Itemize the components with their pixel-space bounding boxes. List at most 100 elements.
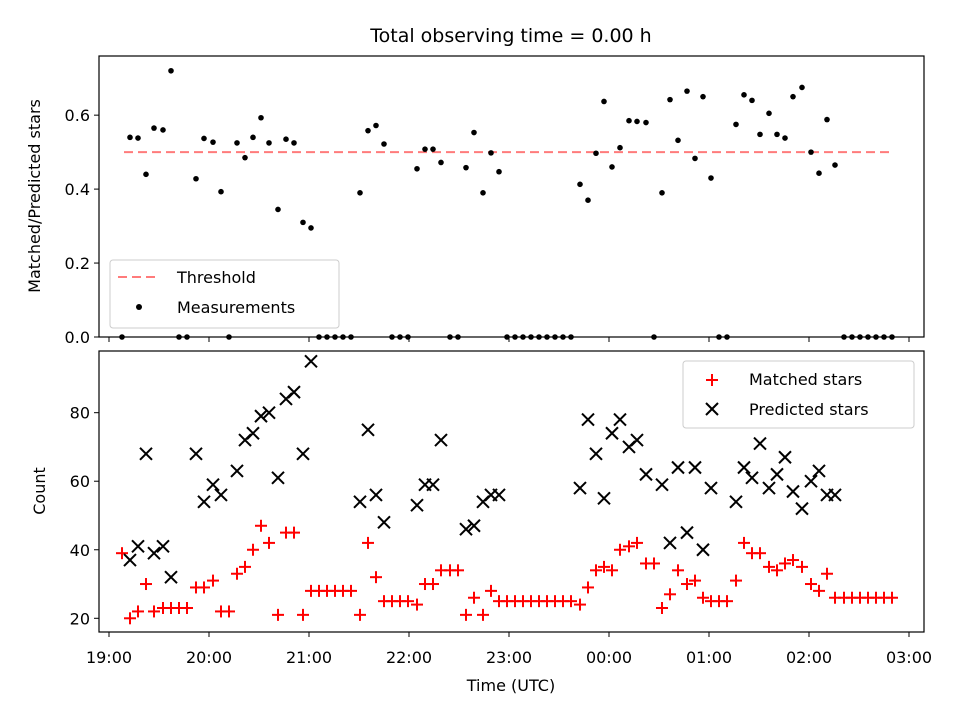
predicted-star-point	[804, 474, 818, 488]
predicted-star-point	[139, 447, 153, 461]
predicted-star-point	[630, 433, 644, 447]
predicted-star-point	[459, 522, 473, 536]
matched-star-point	[288, 526, 300, 539]
measurement-point	[300, 219, 306, 226]
threshold-legend-label: Threshold	[176, 268, 256, 287]
matched-star-point	[623, 540, 635, 553]
predicted-star-point	[573, 481, 587, 495]
predicted-star-point	[828, 488, 842, 502]
bottom-panel: 20 40 60 80 19:00 20:00 21:00 22:00 23:00 00:00 0…	[30, 350, 932, 695]
bottom-y-tick-label: 40	[70, 541, 90, 560]
matched-star-point	[787, 554, 799, 567]
measurement-point	[258, 114, 264, 121]
matched-star-point	[477, 608, 489, 621]
bottom-legend: Matched stars Predicted stars	[682, 360, 915, 429]
measurement-point	[684, 88, 690, 94]
measurement-point	[832, 162, 838, 168]
measurement-point	[609, 164, 615, 170]
predicted-star-point	[605, 426, 619, 440]
measurement-point	[782, 135, 788, 141]
predicted-star-point	[189, 447, 203, 461]
matched-star-point	[590, 564, 602, 577]
matched-star-point	[485, 584, 497, 597]
predicted-star-point	[147, 546, 161, 560]
predicted-star-point	[131, 539, 145, 554]
predicted-star-point	[197, 495, 211, 509]
matched-star-point	[614, 543, 626, 556]
bottom-y-axis-label: Count	[30, 467, 49, 515]
predicted-star-point	[353, 495, 367, 509]
measurement-point	[741, 92, 747, 98]
measurement-point	[480, 190, 486, 196]
predicted-star-point	[639, 467, 653, 482]
measurement-point	[488, 150, 494, 156]
matched-star-point	[771, 564, 783, 577]
measurement-point	[774, 131, 780, 138]
measurement-point	[496, 168, 502, 175]
matched-star-point	[140, 578, 152, 591]
measurement-point	[585, 197, 591, 203]
bottom-x-tick-label: 01:00	[686, 648, 732, 667]
predicted-star-point	[214, 488, 228, 502]
predicted-legend-marker	[705, 402, 719, 416]
matched-star-point	[460, 608, 472, 621]
measurement-point	[643, 119, 649, 126]
predicted-star-point	[613, 412, 627, 427]
measurement-point	[749, 97, 755, 104]
matched-star-point	[247, 543, 259, 556]
predicted-star-point	[812, 464, 826, 478]
predicted-star-point	[262, 405, 276, 420]
matched-star-point	[354, 608, 366, 621]
measurement-point	[201, 135, 207, 142]
matched-star-point	[116, 547, 128, 560]
predicted-star-point	[795, 501, 809, 516]
predicted-star-point	[206, 477, 220, 492]
chart-title: Total observing time = 0.00 h	[369, 25, 651, 47]
measurement-point	[593, 150, 599, 157]
matched-star-point	[697, 591, 709, 604]
predicted-star-point	[156, 539, 170, 554]
predicted-star-point	[688, 460, 702, 475]
matched-star-point	[763, 560, 775, 573]
measurement-point	[250, 134, 256, 141]
matched-star-point	[813, 584, 825, 597]
bottom-y-tick-label: 80	[70, 404, 90, 423]
measurement-point	[430, 146, 436, 152]
measurement-point	[659, 190, 665, 196]
matched-star-point	[721, 595, 733, 608]
matched-star-point	[263, 536, 275, 549]
matched-legend-marker	[706, 374, 718, 386]
matched-star-point	[582, 581, 594, 594]
measurement-point	[422, 146, 428, 152]
measurement-point	[151, 125, 157, 131]
matched-star-point	[805, 578, 817, 591]
measurement-point	[193, 175, 199, 182]
top-y-ticks: 0.0 0.2 0.4 0.6	[65, 106, 99, 347]
matched-star-point	[239, 560, 251, 573]
predicted-star-point	[770, 467, 784, 482]
bottom-plot-area	[116, 354, 898, 625]
top-axes-frame	[98, 55, 925, 338]
measurement-point	[210, 139, 216, 145]
measurement-point	[816, 170, 822, 177]
measurement-point	[143, 171, 149, 178]
measurement-point	[601, 98, 607, 105]
matched-star-point	[362, 536, 374, 549]
top-y-axis-label: Matched/Predicted stars	[25, 99, 44, 293]
measurement-point	[626, 117, 632, 124]
measurement-point	[234, 140, 240, 146]
matched-star-point	[452, 564, 464, 577]
predicted-star-point	[671, 460, 685, 475]
predicted-star-point	[467, 519, 481, 533]
measurement-point	[667, 96, 673, 103]
measurement-point	[127, 134, 133, 141]
matched-star-point	[132, 605, 144, 618]
measurement-point	[634, 118, 640, 125]
matched-star-point	[598, 560, 610, 573]
bottom-y-tick-label: 20	[70, 609, 90, 628]
matched-star-point	[370, 571, 382, 584]
measurement-point	[463, 164, 469, 171]
predicted-star-point	[287, 385, 301, 399]
measurement-point	[242, 154, 248, 161]
measurements-legend-label: Measurements	[177, 298, 295, 317]
